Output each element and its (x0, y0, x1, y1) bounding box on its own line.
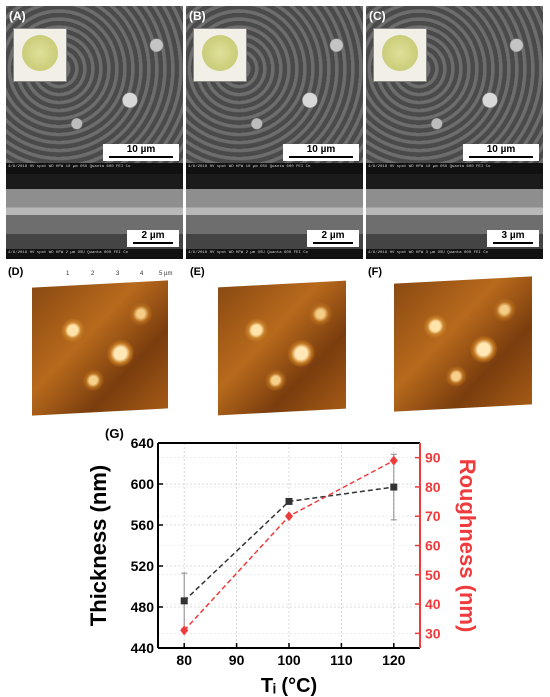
scale-bar-label: 10 µm (486, 144, 516, 155)
sem-info-bar: 4/9/2018 HV spot WD HFW 10 µm OSU Quanta… (6, 163, 183, 174)
afm-panel-e: (E) (190, 266, 362, 426)
y2-tick-label: 60 (425, 538, 441, 554)
y2-tick-label: 80 (425, 479, 441, 495)
y2-tick-label: 50 (425, 567, 441, 583)
afm-surface-image (218, 280, 346, 416)
y-axis-title: Thickness (nm) (86, 465, 111, 626)
sem-top-view (186, 6, 363, 163)
sem-info-bar: 4/9/2018 HV spot WD HFW 2 µm OSU Quanta … (6, 249, 183, 259)
data-point-square (285, 497, 293, 505)
y-tick-label: 560 (131, 517, 155, 533)
panel-label: (F) (368, 266, 383, 278)
scale-bar: 2 µm (307, 230, 359, 247)
y-tick-label: 440 (131, 640, 155, 656)
scale-bar: 10 µm (283, 144, 359, 161)
data-point-square (390, 483, 398, 491)
sem-meta-text: 4/9/2018 HV spot WD HFW 3 µm OSU Quanta … (368, 251, 489, 255)
panel-label: (A) (9, 9, 26, 23)
afm-tick: 1 (66, 271, 70, 277)
sem-panel-c: 4/9/2018 HV spot WD HFW 10 µm OSU Quanta… (366, 6, 543, 259)
afm-tick: 4 (140, 271, 144, 277)
scale-bar: 2 µm (127, 230, 179, 247)
sem-meta-text: 4/9/2018 HV spot WD HFW 2 µm OSU Quanta … (188, 251, 309, 255)
sem-meta-text: 4/9/2018 HV spot WD HFW 10 µm OSU Quanta… (8, 165, 131, 169)
panel-label: (G) (105, 426, 124, 441)
x-tick-label: 90 (229, 652, 245, 668)
sem-meta-text: 4/9/2018 HV spot WD HFW 2 µm OSU Quanta … (8, 251, 129, 255)
y2-tick-label: 70 (425, 508, 441, 524)
thickness-roughness-chart: (G) 80 90 100 110 120 440 480 520 560 600 640 30 40 5… (86, 426, 480, 697)
sem-meta-text: 4/9/2018 HV spot WD HFW 10 µm OSU Quanta… (188, 165, 311, 169)
x-tick-label: 110 (330, 652, 353, 668)
x-tick-label: 100 (277, 652, 301, 668)
panel-label: (E) (190, 266, 205, 278)
x-tick-label: 80 (176, 652, 192, 668)
y-tick-label: 480 (131, 599, 155, 615)
afm-surface-image (394, 276, 532, 412)
scale-bar-label: 2 µm (321, 230, 345, 241)
data-point-diamond (180, 625, 189, 636)
y2-axis-title: Roughness (nm) (455, 459, 480, 633)
afm-panel-f: (F) (368, 266, 544, 426)
sample-photo-inset (13, 28, 67, 82)
afm-tick: 2 (91, 271, 95, 277)
sample-photo-inset (193, 28, 247, 82)
panel-label: (C) (369, 9, 386, 23)
y-tick-label: 520 (131, 558, 155, 574)
afm-tick: 3 (116, 271, 120, 277)
x-tick-label: 120 (382, 652, 406, 668)
scale-bar-label: 10 µm (306, 144, 336, 155)
afm-tick: 5 µm (159, 271, 173, 277)
y-tick-label: 600 (131, 476, 155, 492)
data-point-square (180, 597, 188, 605)
x-axis-title: Tᵢ (°C) (261, 675, 317, 697)
scale-bar-label: 10 µm (126, 144, 156, 155)
y2-tick-label: 40 (425, 596, 441, 612)
scale-bar: 3 µm (487, 230, 539, 247)
scale-bar: 10 µm (463, 144, 539, 161)
panel-label: (B) (189, 9, 206, 23)
sem-info-bar: 4/9/2018 HV spot WD HFW 2 µm OSU Quanta … (186, 249, 363, 259)
sem-info-bar: 4/9/2018 HV spot WD HFW 10 µm OSU Quanta… (186, 163, 363, 174)
afm-panel-d: (D) 1 2 3 4 5 µm (6, 266, 178, 426)
data-point-diamond (285, 511, 293, 522)
sem-info-bar: 4/9/2018 HV spot WD HFW 10 µm OSU Quanta… (366, 163, 543, 174)
sem-meta-text: 4/9/2018 HV spot WD HFW 10 µm OSU Quanta… (368, 165, 491, 169)
scale-bar-label: 2 µm (141, 230, 165, 241)
scale-bar-label: 3 µm (501, 230, 525, 241)
data-point-diamond (389, 455, 398, 466)
scale-bar: 10 µm (103, 144, 179, 161)
y2-tick-label: 90 (425, 450, 441, 466)
y2-tick-label: 30 (425, 625, 441, 641)
sem-panel-a: 4/9/2018 HV spot WD HFW 10 µm OSU Quanta… (6, 6, 183, 259)
y-tick-label: 640 (131, 435, 155, 451)
sem-info-bar: 4/9/2018 HV spot WD HFW 3 µm OSU Quanta … (366, 249, 543, 259)
afm-surface-image (32, 280, 168, 416)
sem-panel-b: 4/9/2018 HV spot WD HFW 10 µm OSU Quanta… (186, 6, 363, 259)
panel-label: (D) (8, 266, 24, 278)
sample-photo-inset (373, 28, 427, 82)
